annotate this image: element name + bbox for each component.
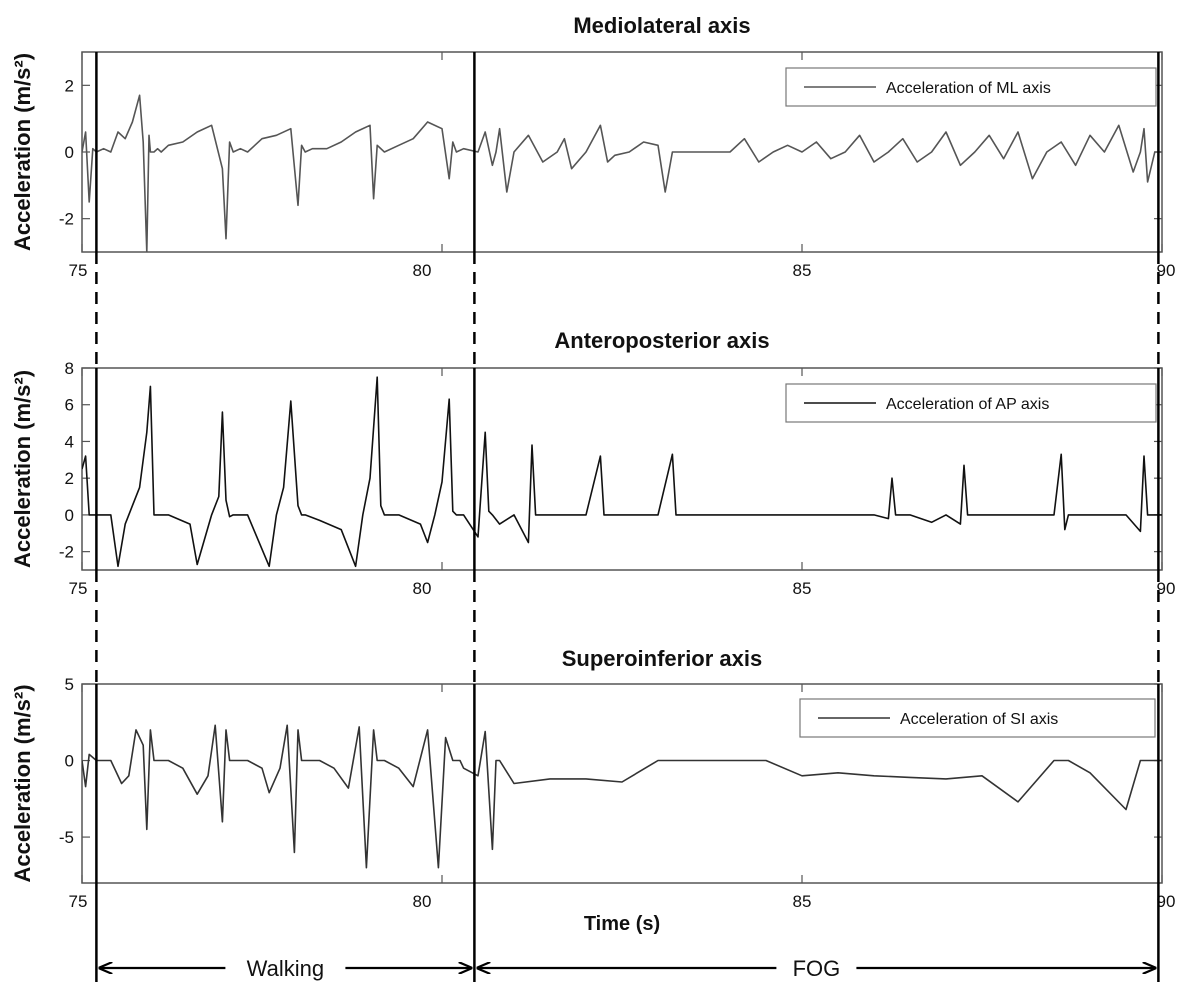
legend: Acceleration of AP axis — [785, 383, 1157, 423]
phase-annotations: Walking FOG — [95, 52, 1160, 982]
x-tick-label: 75 — [69, 261, 88, 280]
y-tick-label: 0 — [65, 752, 74, 771]
legend-label: Acceleration of ML axis — [886, 80, 1051, 97]
series-line — [82, 376, 1162, 568]
legend: Acceleration of SI axis — [799, 698, 1156, 738]
y-tick-label: 0 — [65, 143, 74, 162]
walking-phase-label: Walking — [247, 956, 324, 981]
y-tick-label: -2 — [59, 210, 74, 229]
y-tick-label: 0 — [65, 506, 74, 525]
panel-title: Superoinferior axis — [562, 646, 763, 671]
legend: Acceleration of ML axis — [785, 67, 1157, 107]
panel-3: Superoinferior axis Acceleration (m/s²) 75… — [10, 646, 1175, 935]
x-tick-label: 90 — [1157, 892, 1176, 911]
x-tick-label: 80 — [413, 892, 432, 911]
x-tick-label: 85 — [793, 579, 812, 598]
panel-1: Mediolateral axis Acceleration (m/s²) 75 80… — [10, 13, 1175, 280]
y-tick-label: -2 — [59, 543, 74, 562]
y-tick-label: -5 — [59, 828, 74, 847]
legend-label: Acceleration of SI axis — [900, 711, 1058, 728]
y-tick-label: 6 — [65, 396, 74, 415]
panel-2: Anteroposterior axis Acceleration (m/s²) 7… — [10, 328, 1175, 598]
x-tick-label: 80 — [413, 579, 432, 598]
x-tick-label: 75 — [69, 892, 88, 911]
y-axis-label: Acceleration (m/s²) — [10, 370, 35, 568]
y-tick-label: 4 — [65, 432, 74, 451]
legend-label: Acceleration of AP axis — [886, 396, 1049, 413]
x-axis-label: Time (s) — [584, 913, 660, 935]
y-axis-label: Acceleration (m/s²) — [10, 684, 35, 882]
y-tick-label: 8 — [65, 359, 74, 378]
x-tick-label: 85 — [793, 261, 812, 280]
series-line — [82, 724, 1162, 869]
x-tick-label: 90 — [1157, 261, 1176, 280]
x-tick-label: 80 — [413, 261, 432, 280]
x-tick-label: 75 — [69, 579, 88, 598]
y-tick-label: 2 — [65, 76, 74, 95]
panel-title: Anteroposterior axis — [554, 328, 769, 353]
x-tick-label: 90 — [1157, 579, 1176, 598]
panel-title: Mediolateral axis — [573, 13, 750, 38]
plot-frame — [81, 683, 1163, 884]
series-line — [82, 94, 1162, 252]
fog-phase-label: FOG — [793, 956, 841, 981]
y-tick-label: 2 — [65, 469, 74, 488]
x-tick-label: 85 — [793, 892, 812, 911]
y-tick-label: 5 — [65, 675, 74, 694]
y-axis-label: Acceleration (m/s²) — [10, 53, 35, 251]
